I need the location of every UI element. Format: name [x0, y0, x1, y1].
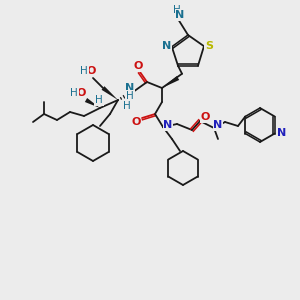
- Text: H: H: [173, 5, 181, 15]
- Text: N: N: [162, 41, 172, 51]
- Text: H: H: [95, 95, 103, 105]
- Text: S: S: [205, 41, 213, 51]
- Text: H: H: [80, 66, 88, 76]
- Text: N: N: [213, 120, 223, 130]
- Text: O: O: [131, 117, 141, 127]
- Text: H: H: [70, 88, 78, 98]
- Text: N: N: [164, 120, 172, 130]
- Text: O: O: [86, 66, 96, 76]
- Text: H: H: [123, 101, 131, 111]
- Polygon shape: [102, 86, 118, 100]
- Text: H: H: [126, 91, 134, 101]
- Text: N: N: [176, 10, 184, 20]
- Text: N: N: [277, 128, 286, 137]
- Polygon shape: [85, 98, 100, 108]
- Text: N: N: [125, 83, 135, 93]
- Text: O: O: [76, 88, 86, 98]
- Text: O: O: [133, 61, 143, 71]
- Polygon shape: [162, 76, 179, 88]
- Text: O: O: [200, 112, 210, 122]
